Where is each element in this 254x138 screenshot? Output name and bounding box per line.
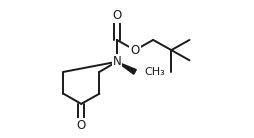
Text: O: O: [112, 9, 121, 22]
Text: N: N: [113, 55, 121, 68]
Text: O: O: [130, 44, 140, 57]
Polygon shape: [117, 62, 136, 74]
Text: CH₃: CH₃: [145, 67, 165, 77]
Text: O: O: [77, 119, 86, 132]
